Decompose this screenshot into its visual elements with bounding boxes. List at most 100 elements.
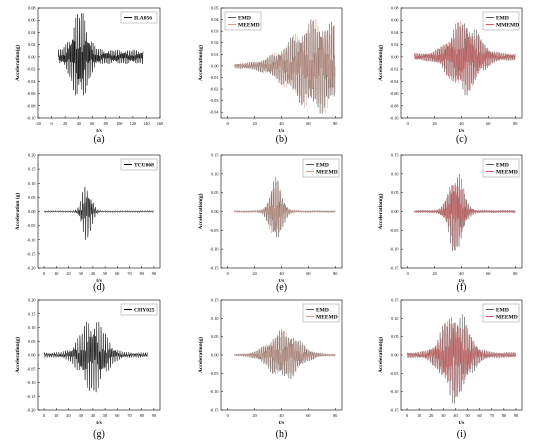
panel-label: (c) bbox=[455, 134, 468, 145]
y-tick-label: -0.05 bbox=[390, 228, 399, 233]
y-tick-label: 0.05 bbox=[391, 190, 398, 195]
y-tick-label: 0.04 bbox=[28, 30, 36, 35]
x-tick-label: 80 bbox=[502, 413, 506, 418]
x-tick-label: 20 bbox=[433, 271, 437, 276]
y-axis-label: Acceleration(g) bbox=[14, 45, 21, 81]
y-tick-label: 0.00 bbox=[211, 63, 218, 68]
legend-label: MEEMD bbox=[316, 170, 338, 176]
legend-label: MEEMD bbox=[496, 315, 518, 321]
legend-label: MEEMD bbox=[316, 315, 338, 321]
y-tick-label: -0.20 bbox=[27, 266, 36, 271]
y-tick-label: 0.15 bbox=[391, 298, 398, 303]
x-tick-label: 60 bbox=[90, 121, 94, 126]
series-line-2 bbox=[406, 320, 517, 398]
y-tick-label: 0.05 bbox=[211, 334, 218, 339]
legend-label: EMD bbox=[496, 308, 509, 314]
x-tick-label: 0 bbox=[407, 121, 409, 126]
legend-box bbox=[120, 11, 158, 24]
y-tick-label: -0.02 bbox=[210, 87, 219, 92]
x-tick-label: 50 bbox=[465, 413, 469, 418]
x-tick-label: 20 bbox=[66, 413, 70, 418]
series-line-2 bbox=[414, 21, 516, 91]
x-axis-label: t/s bbox=[96, 128, 102, 134]
x-axis-label: t/s bbox=[96, 278, 102, 284]
x-tick-label: 50 bbox=[103, 413, 107, 418]
x-tick-label: 80 bbox=[333, 121, 337, 126]
y-axis-label: Acceleration(g) bbox=[197, 337, 204, 373]
legend-box bbox=[482, 158, 520, 178]
x-tick-label: 40 bbox=[279, 413, 283, 418]
y-tick-label: 0.00 bbox=[28, 353, 35, 358]
series-line-1 bbox=[414, 22, 516, 96]
panel-label: (f) bbox=[456, 282, 467, 293]
x-tick-label: 60 bbox=[115, 271, 119, 276]
legend-box bbox=[120, 158, 158, 171]
y-tick-label: 0.05 bbox=[391, 334, 398, 339]
y-tick-label: 0.20 bbox=[28, 298, 35, 303]
y-tick-label: 0.02 bbox=[211, 40, 218, 45]
series-line-2 bbox=[234, 18, 336, 114]
y-axis-label: Acceleration(g) bbox=[377, 45, 384, 81]
legend-label: MMEMD bbox=[496, 23, 519, 29]
y-tick-label: -0.05 bbox=[210, 228, 219, 233]
y-tick-label: 0.02 bbox=[391, 42, 398, 47]
y-axis-label: Acceleration (g) bbox=[14, 193, 21, 231]
y-tick-label: 0.15 bbox=[211, 298, 218, 303]
x-tick-label: 40 bbox=[91, 271, 95, 276]
y-tick-label: -0.10 bbox=[27, 380, 36, 385]
y-axis-label: Acceleration(g) bbox=[377, 337, 384, 373]
panel-label: (g) bbox=[93, 429, 105, 440]
y-tick-label: 0.05 bbox=[28, 339, 35, 344]
y-tick-label: -0.04 bbox=[210, 110, 220, 115]
x-tick-label: 120 bbox=[130, 121, 136, 126]
x-tick-label: 160 bbox=[157, 121, 163, 126]
y-tick-label: -0.06 bbox=[390, 91, 399, 96]
legend-label: EMD bbox=[496, 16, 509, 22]
x-tick-label: 40 bbox=[453, 413, 457, 418]
x-tick-label: 60 bbox=[306, 413, 310, 418]
x-axis-label: t/s bbox=[96, 420, 102, 426]
legend-label: EMD bbox=[496, 163, 509, 169]
x-tick-label: 80 bbox=[333, 413, 337, 418]
y-tick-label: 0.04 bbox=[391, 30, 399, 35]
y-tick-label: -0.05 bbox=[210, 371, 219, 376]
legend-label: EMD bbox=[316, 163, 329, 169]
y-tick-label: 0.10 bbox=[28, 181, 35, 186]
series-line-1 bbox=[43, 186, 155, 240]
legend-label: CHY025 bbox=[134, 308, 155, 314]
x-tick-label: 90 bbox=[152, 271, 156, 276]
y-tick-label: -0.15 bbox=[210, 408, 219, 413]
y-tick-label: -0.10 bbox=[390, 247, 399, 252]
x-tick-label: 40 bbox=[459, 271, 463, 276]
x-tick-label: -20 bbox=[35, 121, 41, 126]
legend-box bbox=[482, 303, 520, 323]
panel-label: (e) bbox=[275, 282, 288, 293]
x-tick-label: 0 bbox=[43, 271, 45, 276]
x-tick-label: 60 bbox=[306, 121, 310, 126]
y-tick-label: 0.00 bbox=[391, 353, 398, 358]
panel-label: (d) bbox=[93, 282, 105, 293]
x-tick-label: 30 bbox=[79, 271, 83, 276]
y-tick-label: -0.10 bbox=[390, 389, 399, 394]
y-tick-label: -0.03 bbox=[210, 98, 219, 103]
x-tick-label: 140 bbox=[143, 121, 149, 126]
y-tick-label: -0.15 bbox=[390, 408, 399, 413]
y-tick-label: -0.15 bbox=[27, 394, 36, 399]
y-tick-label: -0.04 bbox=[27, 79, 37, 84]
y-tick-label: 0.20 bbox=[28, 153, 35, 158]
x-tick-label: 40 bbox=[91, 413, 95, 418]
x-axis-label: t/s bbox=[279, 128, 285, 134]
plot-frame bbox=[37, 7, 161, 119]
x-tick-label: 80 bbox=[140, 271, 144, 276]
series-line-1 bbox=[43, 322, 149, 393]
y-tick-label: 0.10 bbox=[211, 316, 218, 321]
x-tick-label: 20 bbox=[429, 413, 433, 418]
